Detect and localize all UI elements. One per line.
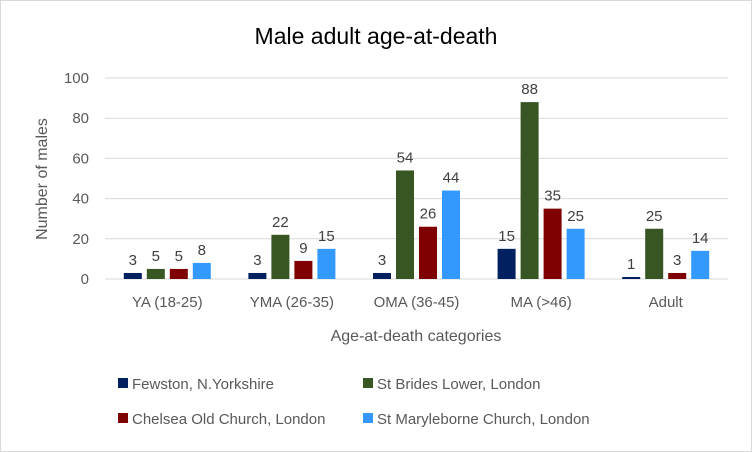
legend-label: St Maryleborne Church, London xyxy=(377,411,590,428)
bar xyxy=(317,248,336,279)
data-label: 3 xyxy=(378,252,386,269)
data-label: 54 xyxy=(397,149,414,166)
bar xyxy=(442,190,460,279)
y-axis-label: Number of males xyxy=(34,118,51,240)
bar xyxy=(271,234,290,279)
y-tick-label: 60 xyxy=(72,150,89,167)
data-label: 9 xyxy=(299,240,307,257)
data-label: 5 xyxy=(152,248,160,265)
data-label: 15 xyxy=(318,228,335,245)
bar xyxy=(691,250,710,279)
x-tick-label: Adult xyxy=(649,294,684,311)
data-label: 5 xyxy=(175,248,183,265)
legend-swatch xyxy=(363,378,373,388)
x-tick-label: MA (>46) xyxy=(510,294,571,311)
bar xyxy=(645,228,664,279)
data-label: 22 xyxy=(272,214,289,231)
data-label: 44 xyxy=(443,170,460,187)
legend-label: St Brides Lower, London xyxy=(377,376,540,393)
bar xyxy=(396,170,414,279)
data-label: 15 xyxy=(498,228,515,245)
legend-swatch xyxy=(363,413,373,423)
x-tick-label: YMA (26-35) xyxy=(250,294,334,311)
bar xyxy=(497,248,516,279)
legend-swatch xyxy=(118,413,128,423)
data-label: 3 xyxy=(129,252,137,269)
x-axis-ticks: YA (18-25) YMA (26-35) OMA (36-45) MA (>46)… xyxy=(132,294,684,311)
data-label: 88 xyxy=(521,81,538,98)
data-label: 25 xyxy=(646,208,663,225)
legend-swatch xyxy=(118,378,128,388)
data-label: 14 xyxy=(692,230,709,247)
bar xyxy=(373,272,391,279)
y-tick-label: 100 xyxy=(64,70,89,87)
y-tick-label: 80 xyxy=(72,110,89,127)
x-tick-label: OMA (36-45) xyxy=(374,294,460,311)
x-axis-label: Age-at-death categories xyxy=(331,328,502,345)
bar xyxy=(294,260,313,279)
bar xyxy=(192,262,211,279)
y-axis-ticks: 0 20 40 60 80 100 xyxy=(64,70,89,288)
data-label: 25 xyxy=(567,208,584,225)
y-tick-label: 40 xyxy=(72,191,89,208)
bar xyxy=(520,102,539,280)
data-label: 35 xyxy=(544,188,561,205)
x-tick-label: YA (18-25) xyxy=(132,294,203,311)
bar xyxy=(123,272,142,279)
chart-title: Male adult age-at-death xyxy=(255,23,498,49)
bar xyxy=(668,272,687,279)
data-label: 1 xyxy=(627,256,635,273)
bar xyxy=(146,268,165,279)
bars xyxy=(123,102,710,280)
bar xyxy=(169,268,188,279)
legend: Fewston, N.Yorkshire St Brides Lower, Lon… xyxy=(118,376,590,428)
data-label: 3 xyxy=(673,252,681,269)
y-tick-label: 20 xyxy=(72,231,89,248)
data-label: 8 xyxy=(198,242,206,259)
data-label: 26 xyxy=(420,206,437,223)
bar xyxy=(622,276,641,279)
legend-label: Chelsea Old Church, London xyxy=(132,411,325,428)
data-label: 3 xyxy=(253,252,261,269)
legend-label: Fewston, N.Yorkshire xyxy=(132,376,274,393)
bar xyxy=(248,272,267,279)
bar xyxy=(543,208,562,279)
y-tick-label: 0 xyxy=(81,271,89,288)
bar xyxy=(419,226,437,279)
bar xyxy=(566,228,585,279)
